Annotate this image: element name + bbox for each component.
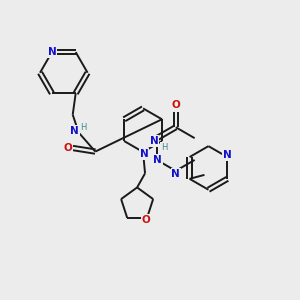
Text: O: O	[142, 215, 150, 225]
Text: N: N	[171, 169, 180, 179]
Text: N: N	[223, 150, 232, 160]
Text: N: N	[70, 126, 79, 136]
Text: O: O	[171, 100, 180, 110]
Text: N: N	[140, 149, 148, 159]
Text: N: N	[154, 155, 162, 165]
Text: H: H	[161, 142, 167, 152]
Text: N: N	[150, 136, 158, 146]
Text: N: N	[47, 47, 56, 57]
Text: O: O	[63, 143, 72, 153]
Text: H: H	[80, 123, 87, 132]
